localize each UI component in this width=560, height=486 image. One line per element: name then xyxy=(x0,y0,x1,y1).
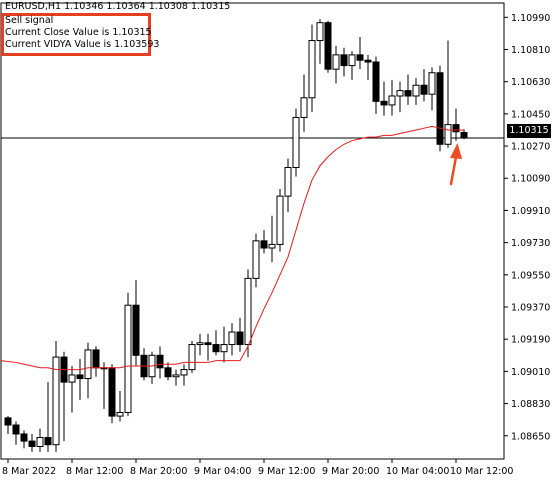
candle-bear xyxy=(356,54,364,61)
candle-bear xyxy=(364,59,372,63)
x-tick-label: 10 Mar 12:00 xyxy=(450,466,513,477)
candle-bull xyxy=(412,84,420,97)
candle-bull xyxy=(396,90,404,97)
candle-bull xyxy=(244,277,252,346)
y-tick-label: 1.09370 xyxy=(511,303,550,314)
candle-bear xyxy=(324,22,332,70)
candle-bear xyxy=(44,437,52,446)
time-axis: 8 Mar 2022 8 Mar 12:00 8 Mar 20:00 9 Mar 04… xyxy=(2,459,513,477)
candle-bull xyxy=(188,344,196,371)
y-tick-label: 1.10810 xyxy=(511,45,550,56)
y-tick-label: 1.10270 xyxy=(511,142,550,153)
candle-bull xyxy=(292,116,300,169)
candle-bull xyxy=(300,97,308,118)
y-tick-label: 1.10450 xyxy=(511,109,550,120)
arrow-shaft xyxy=(449,155,458,186)
candle-bear xyxy=(380,100,388,106)
candle-bull xyxy=(196,342,204,346)
y-tick-label: 1.09190 xyxy=(511,335,550,346)
candle-bear xyxy=(236,331,244,346)
candles-layer xyxy=(4,19,468,452)
candle-bull xyxy=(308,40,316,99)
candle-bear xyxy=(108,367,116,417)
chart-frame xyxy=(0,2,505,460)
x-tick-label: 9 Mar 20:00 xyxy=(322,466,379,477)
candle-bear xyxy=(436,72,444,145)
candle-bull xyxy=(276,195,284,245)
candle-bull xyxy=(220,344,228,353)
candle-bull xyxy=(36,437,44,447)
y-tick-label: 1.09910 xyxy=(511,206,550,217)
candle-bull xyxy=(348,54,356,67)
y-tick-label: 1.09730 xyxy=(511,238,550,249)
y-tick-label: 1.10630 xyxy=(511,77,550,88)
candle-bear xyxy=(420,84,428,95)
current-price-tag: 1.10315 xyxy=(507,124,551,138)
x-tick-label: 8 Mar 2022 xyxy=(2,466,56,477)
x-tick-label: 8 Mar 12:00 xyxy=(66,466,123,477)
y-tick-label: 1.10990 xyxy=(511,13,550,24)
y-tick-label: 1.09010 xyxy=(511,367,550,378)
candle-bull xyxy=(444,124,452,145)
candle-bull xyxy=(284,167,292,197)
signal-label: Sell signal xyxy=(5,15,54,26)
x-tick-label: 9 Mar 12:00 xyxy=(258,466,315,477)
candle-bull xyxy=(388,95,396,106)
candle-bear xyxy=(260,240,268,249)
candle-bear xyxy=(452,124,460,133)
candle-bull xyxy=(316,22,324,42)
candle-bull xyxy=(68,374,76,383)
candle-bull xyxy=(332,54,340,70)
candle-bear xyxy=(212,344,220,353)
x-tick-label: 8 Mar 20:00 xyxy=(130,466,187,477)
candle-bear xyxy=(76,374,84,380)
plot-border xyxy=(0,2,505,460)
candle-bull xyxy=(268,243,276,249)
x-tick-label: 10 Mar 04:00 xyxy=(386,466,449,477)
signal-annotation-box xyxy=(1,13,151,56)
candle-bull xyxy=(428,72,436,95)
candle-bear xyxy=(4,417,12,426)
candle-bull xyxy=(124,304,132,414)
candle-bear xyxy=(460,131,468,139)
candle-bear xyxy=(28,440,36,447)
candle-bull xyxy=(84,349,92,380)
candle-bear xyxy=(92,349,100,369)
vidya-value-label: Current VIDYA Value is 1.103593 xyxy=(5,39,160,50)
price-axis: 1.10990 1.10810 1.10630 1.10450 1.10270 1.100… xyxy=(504,13,550,442)
close-value-label: Current Close Value is 1.10315 xyxy=(5,27,152,38)
candle-bear xyxy=(340,54,348,67)
candle-bull xyxy=(52,356,60,446)
y-tick-label: 1.09550 xyxy=(511,270,550,281)
candle-bull xyxy=(252,240,260,279)
symbol-header: EURUSD,H1 1.10346 1.10364 1.10308 1.1031… xyxy=(5,1,231,12)
candle-bull xyxy=(180,369,188,376)
candle-bear xyxy=(204,342,212,346)
candle-bear xyxy=(12,424,20,435)
candle-bear xyxy=(20,433,28,442)
candle-bear xyxy=(372,61,380,102)
x-tick-label: 9 Mar 04:00 xyxy=(194,466,251,477)
candle-bull xyxy=(116,412,124,417)
candle-bear xyxy=(164,367,172,378)
candle-bull xyxy=(228,331,236,346)
candle-bear xyxy=(132,304,140,356)
candle-bull xyxy=(172,374,180,378)
candle-bear xyxy=(404,90,412,97)
y-tick-label: 1.08830 xyxy=(511,399,550,410)
y-tick-label: 1.10090 xyxy=(511,174,550,185)
y-tick-label: 1.08650 xyxy=(511,431,550,442)
up-arrow-icon xyxy=(449,143,462,186)
candle-bear xyxy=(156,354,164,369)
arrow-head xyxy=(450,143,462,159)
vidya-line xyxy=(0,125,465,371)
